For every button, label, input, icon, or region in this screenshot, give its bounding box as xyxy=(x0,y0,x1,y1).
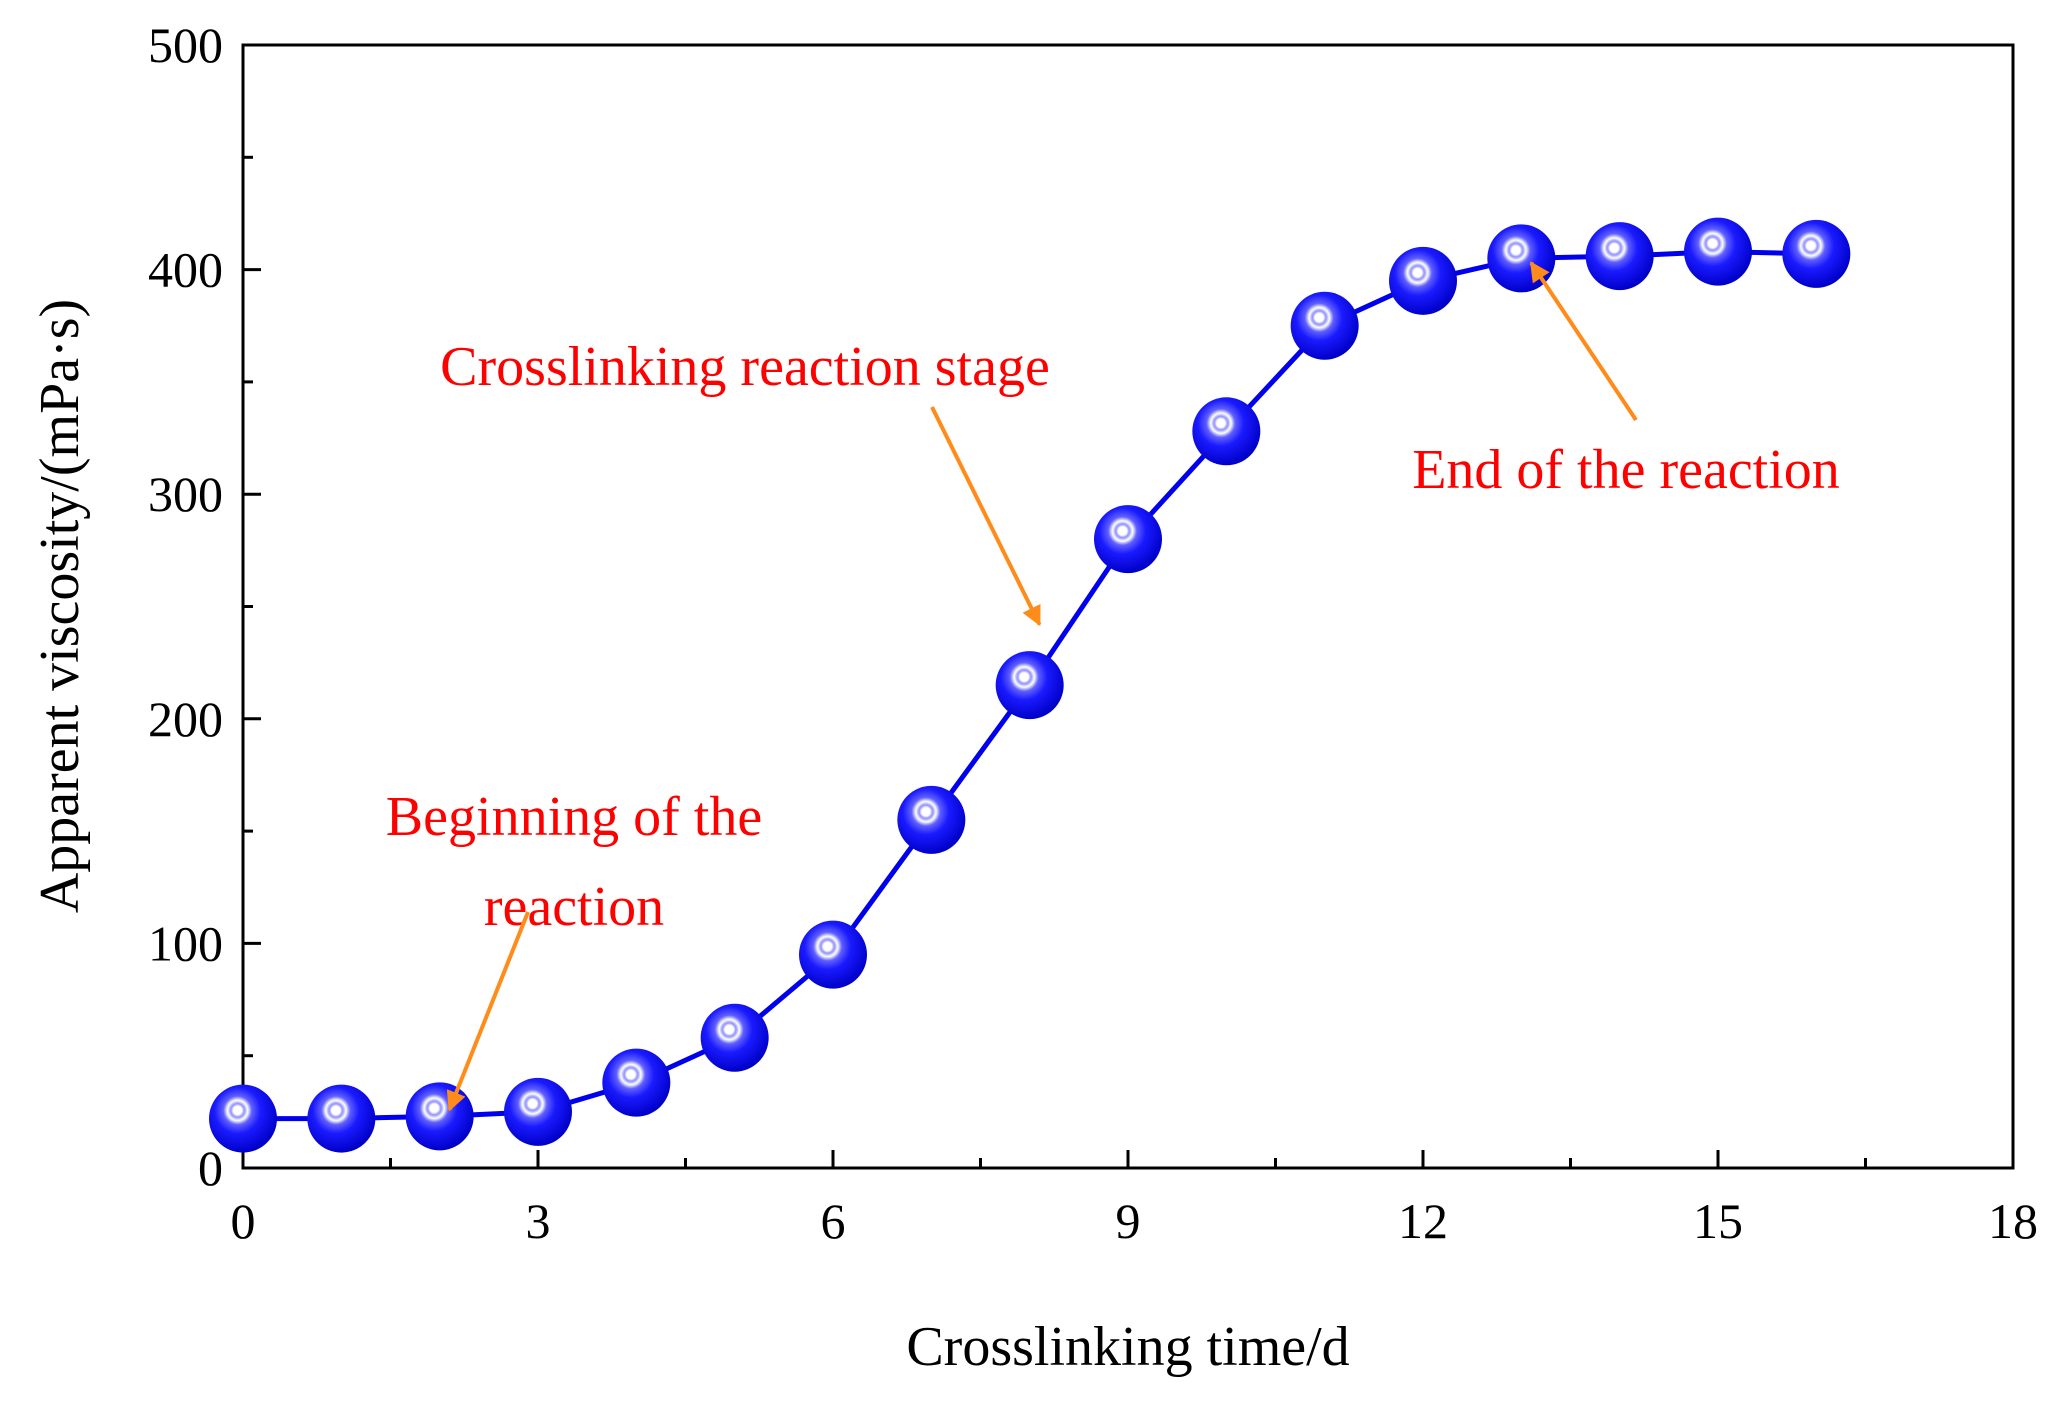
series-layer xyxy=(209,217,1851,1153)
data-point xyxy=(1290,291,1359,360)
plot-frame xyxy=(241,43,2015,1170)
y-tick-label: 100 xyxy=(148,915,223,971)
x-tick-label: 9 xyxy=(1116,1193,1141,1249)
y-tick-label: 300 xyxy=(148,466,223,522)
y-tick-label: 0 xyxy=(198,1140,223,1196)
annot-crosslinking-arrow xyxy=(930,406,1042,627)
x-axis-ticks: 0 3 6 9 12 15 18 xyxy=(231,1150,2038,1249)
data-point xyxy=(897,785,966,854)
data-point xyxy=(1782,219,1851,288)
annot-crosslinking-label: Crosslinking reaction stage xyxy=(440,336,1050,398)
y-tick-label: 200 xyxy=(148,691,223,747)
annotation-line: Beginning of the xyxy=(386,786,762,848)
annotation-line: reaction xyxy=(484,876,664,938)
data-point xyxy=(405,1082,474,1151)
x-tick-label: 6 xyxy=(821,1193,846,1249)
annotation-line: End of the reaction xyxy=(1412,439,1840,501)
data-point xyxy=(995,651,1064,720)
annot-end-arrow xyxy=(1529,261,1638,422)
x-tick-label: 18 xyxy=(1988,1193,2038,1249)
y-tick-label: 400 xyxy=(148,242,223,298)
x-tick-label: 12 xyxy=(1398,1193,1448,1249)
annotation-line: Crosslinking reaction stage xyxy=(440,336,1050,398)
data-point xyxy=(307,1084,376,1153)
data-point xyxy=(602,1048,671,1117)
data-point xyxy=(799,920,867,989)
data-point xyxy=(1192,397,1261,466)
data-point xyxy=(1389,246,1457,315)
x-tick-label: 3 xyxy=(526,1193,551,1249)
y-axis-ticks: 0 100 200 300 400 500 xyxy=(148,17,261,1196)
annotations-layer: Beginning of the reaction Crosslinking rea… xyxy=(386,261,1840,1112)
data-point xyxy=(1684,217,1752,286)
y-axis-title: Apparent viscosity/(mPa·s) xyxy=(29,299,91,913)
annot-end-label: End of the reaction xyxy=(1412,439,1840,501)
data-point xyxy=(1094,505,1162,574)
x-tick-label: 15 xyxy=(1693,1193,1743,1249)
data-point xyxy=(504,1077,572,1146)
x-tick-label: 0 xyxy=(231,1193,256,1249)
data-point xyxy=(1585,222,1654,291)
y-tick-label: 500 xyxy=(148,17,223,73)
data-point xyxy=(209,1084,277,1153)
annot-beginning-arrow xyxy=(446,911,530,1112)
plot-area: 0 3 6 9 12 15 18 0 100 200 300 400 500 Beginning of… xyxy=(148,17,2038,1249)
data-point xyxy=(700,1003,769,1072)
annot-beginning-label: Beginning of the reaction xyxy=(386,786,762,938)
x-axis-title: Crosslinking time/d xyxy=(906,1316,1349,1378)
